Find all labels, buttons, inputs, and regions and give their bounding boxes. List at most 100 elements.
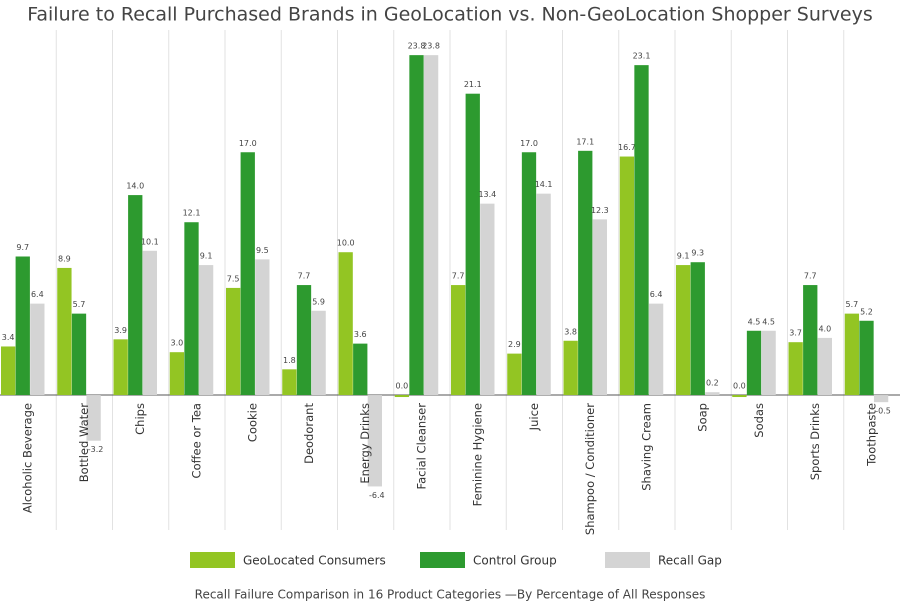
value-label: 2.9 xyxy=(508,340,521,349)
bar xyxy=(296,285,312,396)
x-tick-label: Deodorant xyxy=(302,403,316,464)
value-label: 6.4 xyxy=(650,290,663,299)
legend-label: GeoLocated Consumers xyxy=(243,554,386,568)
bar xyxy=(255,259,270,396)
legend-label: Recall Gap xyxy=(658,554,722,568)
x-tick-label: Sports Drinks xyxy=(808,403,822,480)
bar xyxy=(648,303,664,396)
bar xyxy=(451,285,466,396)
bar xyxy=(409,55,424,396)
value-label: 0.2 xyxy=(706,379,719,388)
bar xyxy=(367,395,382,487)
x-tick-label: Shaving Cream xyxy=(639,403,653,491)
bar xyxy=(592,219,607,396)
bar xyxy=(873,395,889,403)
value-label: 7.7 xyxy=(298,272,311,281)
value-label: 14.0 xyxy=(126,182,144,191)
bar xyxy=(465,93,480,396)
legend-label: Control Group xyxy=(473,554,557,568)
value-label: 9.7 xyxy=(16,243,29,252)
value-label: 9.3 xyxy=(691,249,704,258)
value-label: 23.1 xyxy=(633,52,651,61)
value-label: 17.1 xyxy=(576,137,594,146)
value-label: 14.1 xyxy=(535,180,553,189)
value-label: 13.4 xyxy=(478,190,496,199)
value-label: 23.8 xyxy=(422,42,440,51)
bar xyxy=(169,352,185,396)
value-label: 5.9 xyxy=(312,297,325,306)
x-tick-label: Alcoholic Beverage xyxy=(21,403,35,513)
value-label: 4.5 xyxy=(762,317,775,326)
x-tick-label: Chips xyxy=(133,403,147,435)
value-label: 1.8 xyxy=(283,356,296,365)
value-label: 9.5 xyxy=(256,246,269,255)
value-label: 23.8 xyxy=(408,42,426,51)
bar xyxy=(746,330,762,396)
value-label: 4.0 xyxy=(818,324,831,333)
bar xyxy=(198,265,214,396)
x-tick-label: Cookie xyxy=(246,403,260,442)
value-label: -0.5 xyxy=(875,407,891,416)
value-label: 21.1 xyxy=(464,80,482,89)
value-label: 4.5 xyxy=(748,317,761,326)
bar xyxy=(844,313,860,396)
x-tick-label: Sodas xyxy=(752,403,766,438)
bar xyxy=(619,156,635,396)
value-label: 9.1 xyxy=(200,252,213,261)
value-label: 8.9 xyxy=(58,254,71,263)
bar xyxy=(507,353,522,396)
value-label: 0.0 xyxy=(396,382,409,391)
value-label: 10.0 xyxy=(337,239,355,248)
bar xyxy=(394,395,410,398)
value-label: 5.7 xyxy=(846,300,859,309)
bar xyxy=(480,203,495,396)
value-label: 7.7 xyxy=(804,272,817,281)
x-tick-label: Soap xyxy=(696,403,710,432)
x-tick-label: Feminine Hygiene xyxy=(471,403,485,506)
bar xyxy=(521,152,537,396)
value-label: 0.0 xyxy=(733,382,746,391)
value-label: 3.9 xyxy=(114,326,127,335)
bar xyxy=(282,369,297,396)
bar xyxy=(338,252,353,396)
x-tick-label: Shampoo / Conditioner xyxy=(583,403,597,535)
bar xyxy=(817,337,832,396)
value-label: 7.7 xyxy=(452,272,465,281)
value-label: 6.4 xyxy=(31,290,44,299)
bar xyxy=(536,193,551,396)
value-label: -6.4 xyxy=(369,491,385,500)
bar xyxy=(113,339,128,396)
bar xyxy=(563,340,578,396)
value-label: 17.0 xyxy=(239,139,257,148)
value-label: 9.1 xyxy=(677,252,690,261)
bar xyxy=(761,330,776,396)
bar xyxy=(128,195,143,396)
bar xyxy=(15,256,30,396)
bar xyxy=(353,343,368,396)
bar xyxy=(240,152,255,396)
value-label: 3.7 xyxy=(789,329,802,338)
bar xyxy=(184,222,199,396)
bar xyxy=(142,250,157,396)
value-label: -3.2 xyxy=(88,445,104,454)
value-label: 10.1 xyxy=(141,237,159,246)
bar xyxy=(30,303,45,396)
bar xyxy=(634,65,649,396)
bar xyxy=(788,342,803,396)
bar xyxy=(803,285,818,396)
legend-swatch xyxy=(605,552,650,568)
bar xyxy=(859,320,874,396)
value-label: 3.8 xyxy=(564,327,577,336)
x-tick-label: Facial Cleanser xyxy=(414,403,428,490)
bar xyxy=(57,267,72,396)
bar xyxy=(690,262,705,396)
value-label: 16.7 xyxy=(618,143,636,152)
value-label: 3.4 xyxy=(2,333,15,342)
bar xyxy=(226,287,241,396)
chart-title: Failure to Recall Purchased Brands in Ge… xyxy=(27,4,873,26)
bar xyxy=(311,310,326,396)
x-tick-label: Juice xyxy=(527,403,541,431)
legend-swatch xyxy=(420,552,465,568)
value-label: 5.2 xyxy=(860,307,873,316)
